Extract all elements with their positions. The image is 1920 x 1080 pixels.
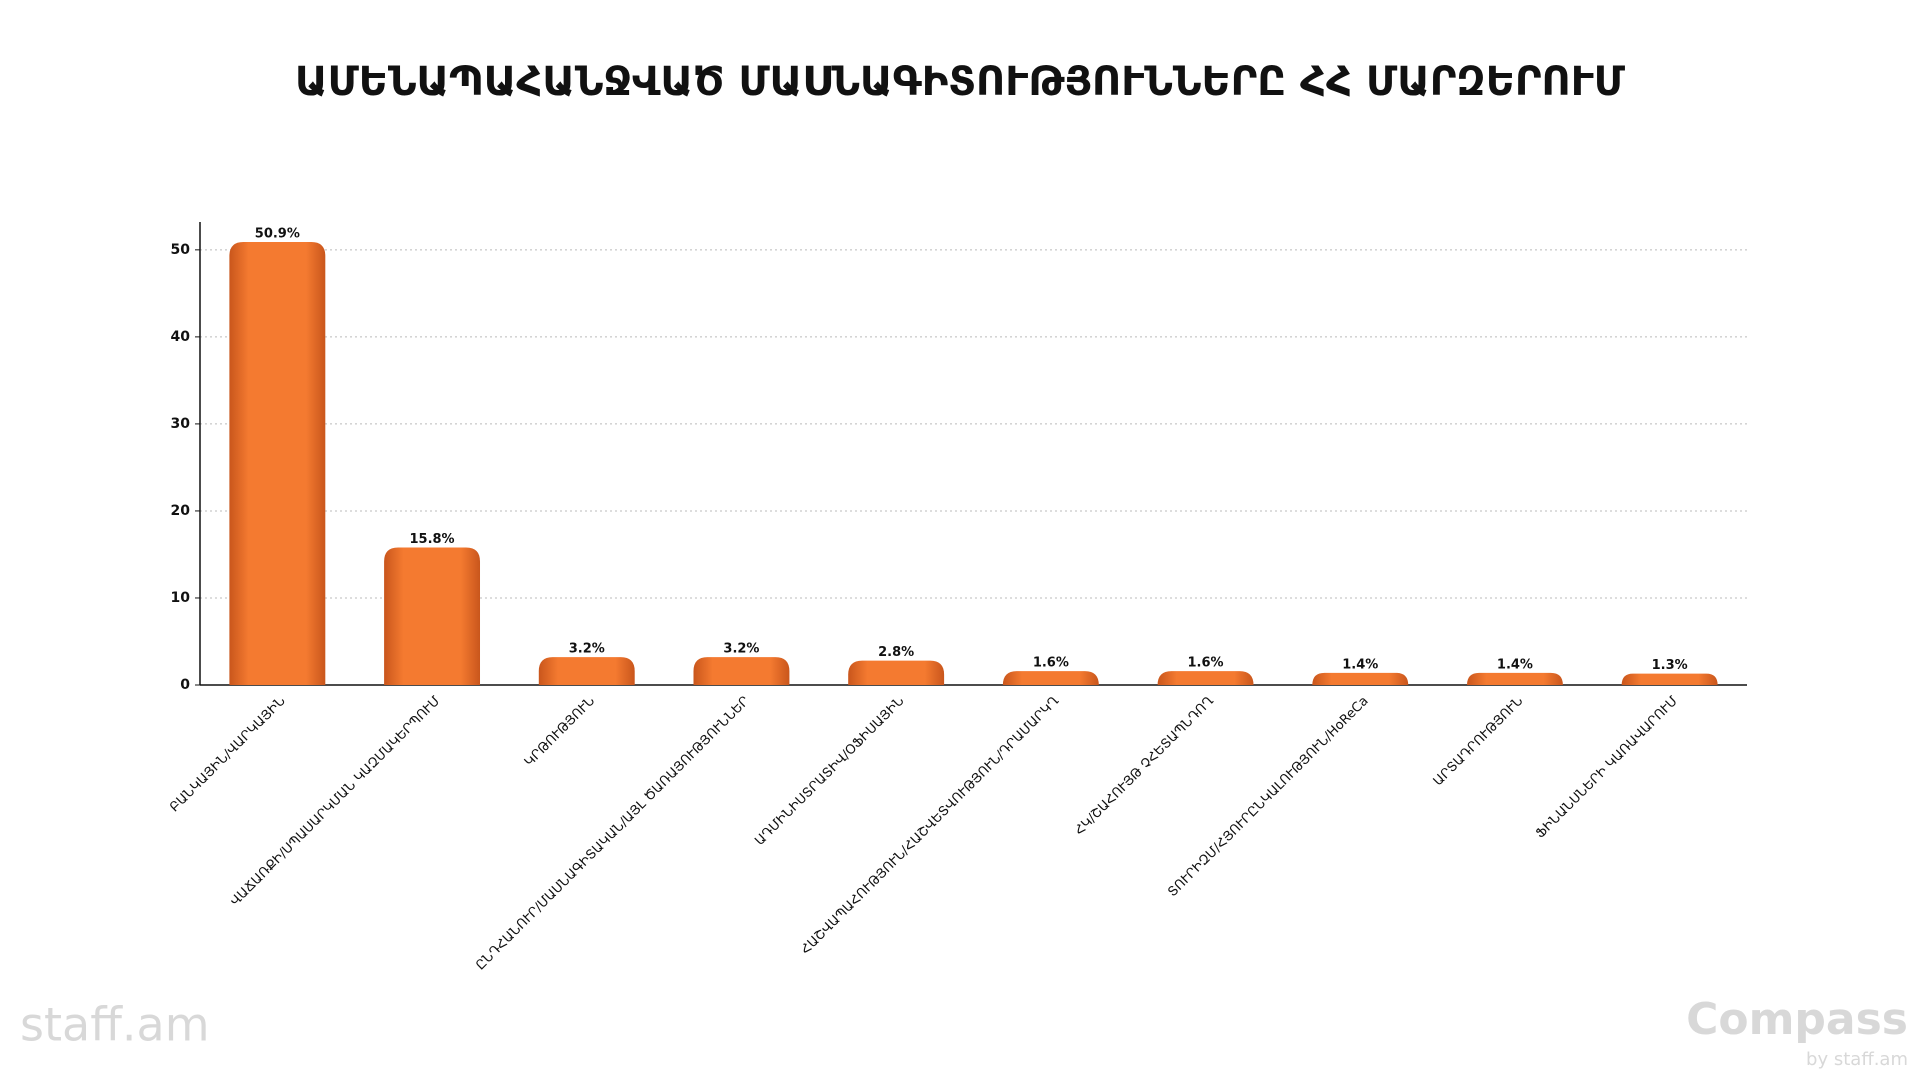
x-tick-label: ԲԱՆԿԱՅԻՆ/ՎԱՐԿԱՅԻՆ <box>167 694 289 816</box>
x-tick-label: ՖԻՆԱՆՍՆԵՐԻ ԿԱՌԱՎԱՐՈՒՄ <box>1533 694 1681 842</box>
value-label: 1.6% <box>1188 656 1224 671</box>
bar <box>848 660 945 685</box>
value-label: 2.8% <box>878 645 914 660</box>
x-tick-label: ԱՐՏԱԴՐՈՒԹՅՈՒՆ <box>1431 694 1526 789</box>
value-label: 3.2% <box>569 642 605 657</box>
y-tick-label: 40 <box>171 329 191 345</box>
x-tick-label: ՀԿ/ՇԱՀՈՒՅԹ ՉՀԵՏԱՊՆԴՈՂ <box>1072 694 1217 839</box>
y-tick-label: 0 <box>180 677 190 693</box>
value-label: 1.4% <box>1497 657 1533 672</box>
x-tick-label: ՀԱՇՎԱՊԱՀՈՒԹՅՈՒՆ/ՀԱՇՎԵՏՎՈՒԹՅՈՒՆ/ԴՐԱՄԱՐԿՂ <box>798 694 1062 958</box>
y-tick-label: 50 <box>171 242 191 258</box>
logo-right: Compass <box>1686 994 1908 1045</box>
value-label: 50.9% <box>255 227 300 242</box>
bar <box>693 657 790 685</box>
logo-left: staff.am <box>20 998 210 1052</box>
x-tick-label: ԱԴՄԻՆԻՍՏՐԱՏԻՎ/ՕՖԻՍԱՅԻՆ <box>752 694 907 849</box>
value-label: 3.2% <box>723 642 759 657</box>
y-tick-label: 10 <box>171 590 191 606</box>
y-tick-label: 20 <box>171 503 191 519</box>
bar <box>1002 671 1099 685</box>
bar <box>384 547 481 685</box>
logo-right-sub: by staff.am <box>1806 1049 1908 1070</box>
chart-title: ԱՄԵՆԱՊԱՀԱՆՋՎԱԾ ՄԱՍՆԱԳԻՏՈՒԹՅՈՒՆՆԵՐԸ ՀՀ ՄԱ… <box>295 59 1626 105</box>
bar <box>1466 672 1563 685</box>
value-label: 1.3% <box>1652 658 1688 673</box>
bar <box>1157 671 1254 685</box>
value-label: 1.6% <box>1033 656 1069 671</box>
x-tick-label: ԸՆԴՀԱՆՈՒՐ/ՄԱՍՆԱԳԻՏԱԿԱՆ/ԱՅԼ ԾԱՌԱՅՈՒԹՅՈՒՆՆ… <box>473 694 753 974</box>
bar <box>229 242 326 686</box>
x-tick-label: ԿՐԹՈՒԹՅՈՒՆ <box>522 694 598 770</box>
value-label: 15.8% <box>409 532 454 547</box>
y-tick-label: 30 <box>171 416 191 432</box>
bar <box>538 657 635 685</box>
bar <box>1312 672 1409 685</box>
bar <box>1621 673 1718 685</box>
value-label: 1.4% <box>1342 657 1378 672</box>
